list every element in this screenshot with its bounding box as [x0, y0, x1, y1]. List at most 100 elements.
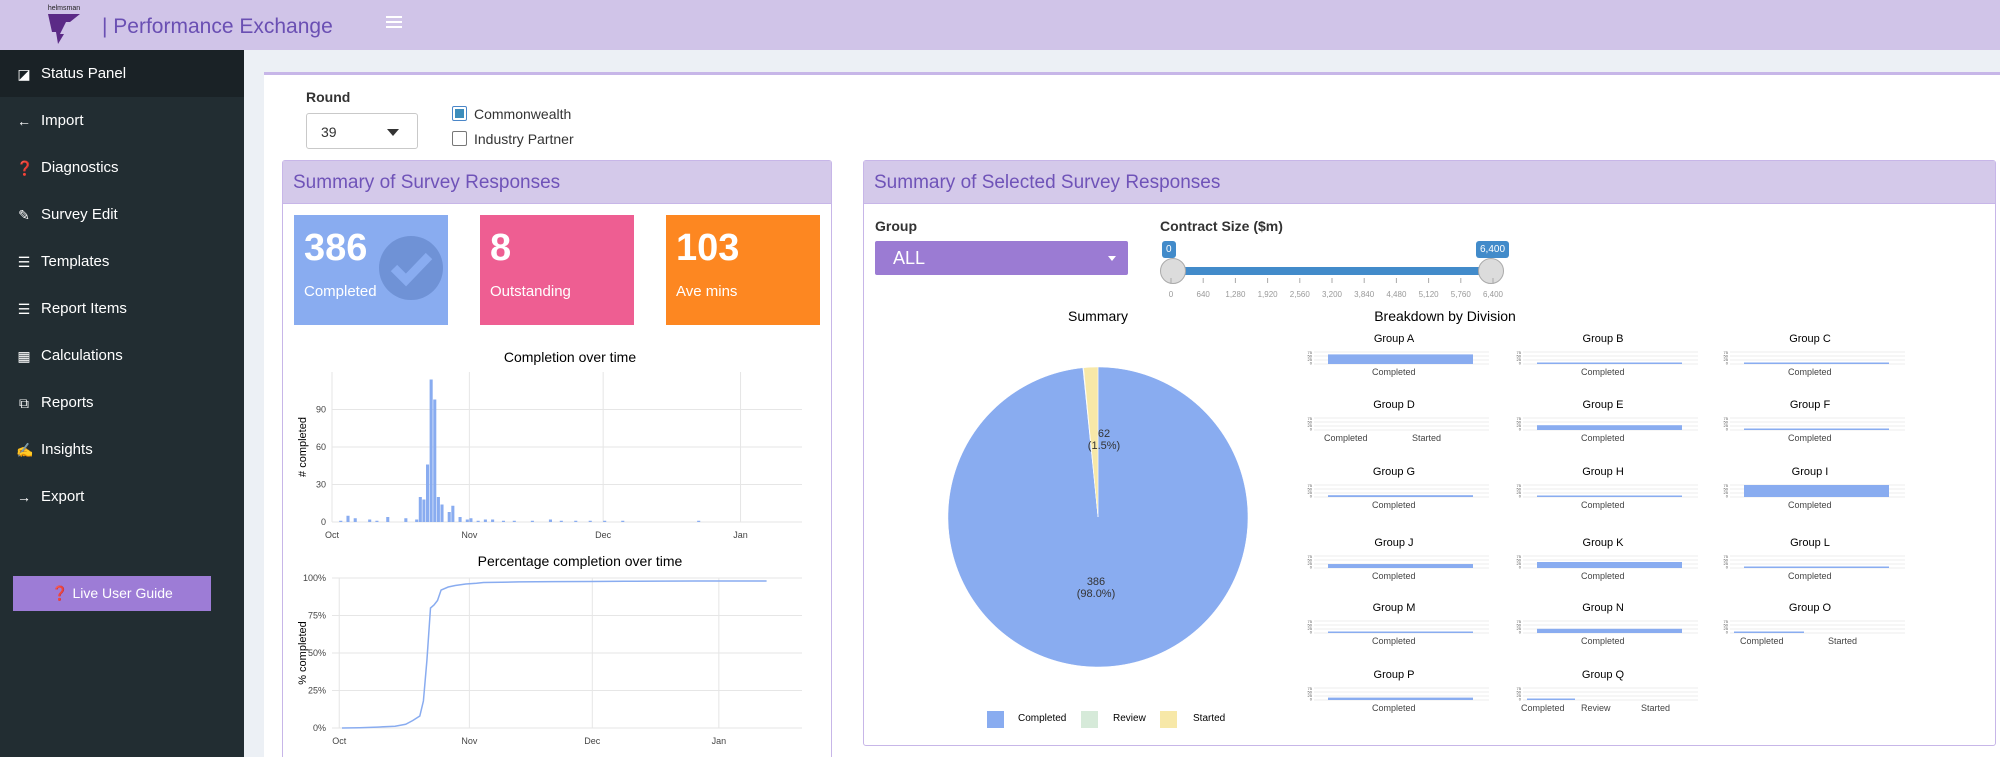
completion-over-time-chart: 0 30 60 90 Oct Nov Dec Jan # completed — [297, 372, 802, 540]
y-tick-label: 90 — [316, 405, 326, 415]
division-category-label: Completed — [1372, 500, 1416, 510]
copy-icon: ⧉ — [19, 395, 29, 411]
y-axis-title: # completed — [297, 417, 309, 477]
mini-tick-label: 50 — [1517, 487, 1522, 492]
mini-tick-label: 50 — [1308, 487, 1313, 492]
sidebar-item-diagnostics[interactable]: ❓ Diagnostics — [0, 144, 244, 191]
x-tick-label: Nov — [461, 530, 478, 540]
mini-tick-label: 0 — [1310, 630, 1313, 635]
division-title: Group F — [1789, 399, 1831, 411]
ave-mins-value-box: 103 Ave mins — [666, 215, 820, 325]
mini-tick-label: 75 — [1308, 686, 1313, 691]
division-bar — [1328, 354, 1473, 364]
slider-tick-label: 0 — [1169, 290, 1174, 299]
mini-tick-label: 50 — [1517, 623, 1522, 628]
live-user-guide-button[interactable]: ❓ Live User Guide — [13, 576, 211, 611]
mini-tick-label: 75 — [1724, 554, 1729, 559]
slider-tick-label: 5,120 — [1419, 290, 1440, 299]
y-tick-label: 30 — [316, 480, 326, 490]
breakdown-chart-title: Breakdown by Division — [1374, 308, 1516, 324]
division-bar — [1537, 628, 1682, 633]
mini-tick-label: 75 — [1308, 416, 1313, 421]
slider-ticks: 0 640 1,280 1,920 2,560 3,200 3,840 4,480 5,120 5… — [1169, 278, 1504, 299]
sidebar: ◪ Status Panel ← Import ❓ Diagnostics ✎ … — [0, 50, 244, 757]
commonwealth-label: Commonwealth — [474, 106, 572, 122]
sidebar-item-status-panel[interactable]: ◪ Status Panel — [0, 50, 244, 97]
division-category-label: Completed — [1740, 636, 1784, 646]
division-title: Group I — [1791, 466, 1829, 478]
bar — [368, 519, 372, 522]
sidebar-item-reports[interactable]: ⧉ Reports — [0, 379, 244, 426]
contract-size-slider[interactable]: 0 6,400 0 640 1,280 1,920 2,560 3,200 3,840 4,4… — [1160, 240, 1512, 304]
sidebar-item-survey-edit[interactable]: ✎ Survey Edit — [0, 191, 244, 238]
check-circle-icon — [379, 236, 443, 300]
percentage-completion-chart: 0% 25% 50% 75% 100% Oct Nov Dec Jan % completed — [297, 573, 802, 746]
slider-track — [1171, 267, 1493, 275]
top-header: helmsman | Performance Exchange — [0, 0, 2000, 50]
mini-tick-label: 50 — [1308, 558, 1313, 563]
division-bar — [1537, 362, 1682, 364]
group-select[interactable]: ALL — [875, 241, 1128, 275]
industry-partner-checkbox[interactable] — [452, 131, 467, 146]
bar — [404, 518, 408, 522]
sidebar-item-report-items[interactable]: ☰ Report Items — [0, 285, 244, 332]
slider-tick-label: 6,400 — [1483, 290, 1504, 299]
y-tick-label: 100% — [303, 573, 326, 583]
group-value: ALL — [893, 248, 926, 268]
pie-label-started: 62 (1.5%) — [1044, 428, 1164, 452]
y-tick-label: 50% — [308, 648, 326, 658]
mini-tick-label: 50 — [1308, 623, 1313, 628]
caret-down-icon — [387, 129, 399, 136]
sidebar-item-templates[interactable]: ☰ Templates — [0, 238, 244, 285]
list-icon: ☰ — [17, 301, 31, 317]
mini-tick-label: 25 — [1517, 626, 1522, 631]
completed-value-box: 386 Completed — [294, 215, 448, 325]
bar — [451, 505, 455, 522]
mini-tick-label: 0 — [1310, 361, 1313, 366]
division-bar — [1537, 562, 1682, 568]
bar — [530, 520, 534, 522]
mini-tick-label: 25 — [1308, 693, 1313, 698]
percentage-chart-title: Percentage completion over time — [477, 553, 683, 569]
mini-tick-label: 0 — [1519, 697, 1522, 702]
bar — [476, 520, 480, 522]
pie-label-completed: 386 (98.0%) — [1036, 576, 1156, 600]
mini-tick-label: 75 — [1517, 554, 1522, 559]
mini-tick-label: 25 — [1724, 626, 1729, 631]
bar — [415, 519, 419, 522]
mini-tick-label: 25 — [1517, 561, 1522, 566]
bar — [588, 520, 592, 522]
slider-max-badge: 6,400 — [1476, 241, 1510, 258]
sidebar-item-export[interactable]: → Export — [0, 473, 244, 520]
pencil-icon: ✎ — [18, 207, 30, 223]
mini-tick-label: 75 — [1517, 483, 1522, 488]
mini-tick-label: 75 — [1517, 350, 1522, 355]
hamburger-menu-icon[interactable] — [386, 16, 402, 30]
sidebar-item-import[interactable]: ← Import — [0, 97, 244, 144]
mini-tick-label: 0 — [1726, 361, 1729, 366]
slider-max-handle[interactable] — [1478, 258, 1504, 284]
division-bar — [1744, 428, 1889, 430]
slider-tick-label: 3,200 — [1322, 290, 1343, 299]
division-title: Group J — [1374, 537, 1414, 549]
division-title: Group E — [1582, 399, 1624, 411]
round-select[interactable]: 39 — [306, 113, 418, 149]
division-category-label: Completed — [1581, 636, 1625, 646]
mini-tick-label: 75 — [1308, 483, 1313, 488]
division-category-label: Completed — [1581, 571, 1625, 581]
bar — [375, 520, 379, 522]
division-title: Group N — [1582, 602, 1624, 614]
bar — [501, 520, 505, 522]
legend-review-label: Review — [1113, 713, 1146, 724]
bar — [447, 512, 451, 522]
sidebar-item-label: Status Panel — [41, 65, 127, 82]
sidebar-item-calculations[interactable]: ▦ Calculations — [0, 332, 244, 379]
slider-min-handle[interactable] — [1160, 258, 1186, 284]
sidebar-item-insights[interactable]: ✍ Insights — [0, 426, 244, 473]
sidebar-item-label: Calculations — [41, 347, 123, 364]
commonwealth-checkbox[interactable] — [452, 106, 467, 121]
bar — [548, 519, 552, 522]
division-title: Group M — [1372, 602, 1416, 614]
division-title: Group D — [1373, 399, 1415, 411]
division-category-label: Completed — [1372, 571, 1416, 581]
